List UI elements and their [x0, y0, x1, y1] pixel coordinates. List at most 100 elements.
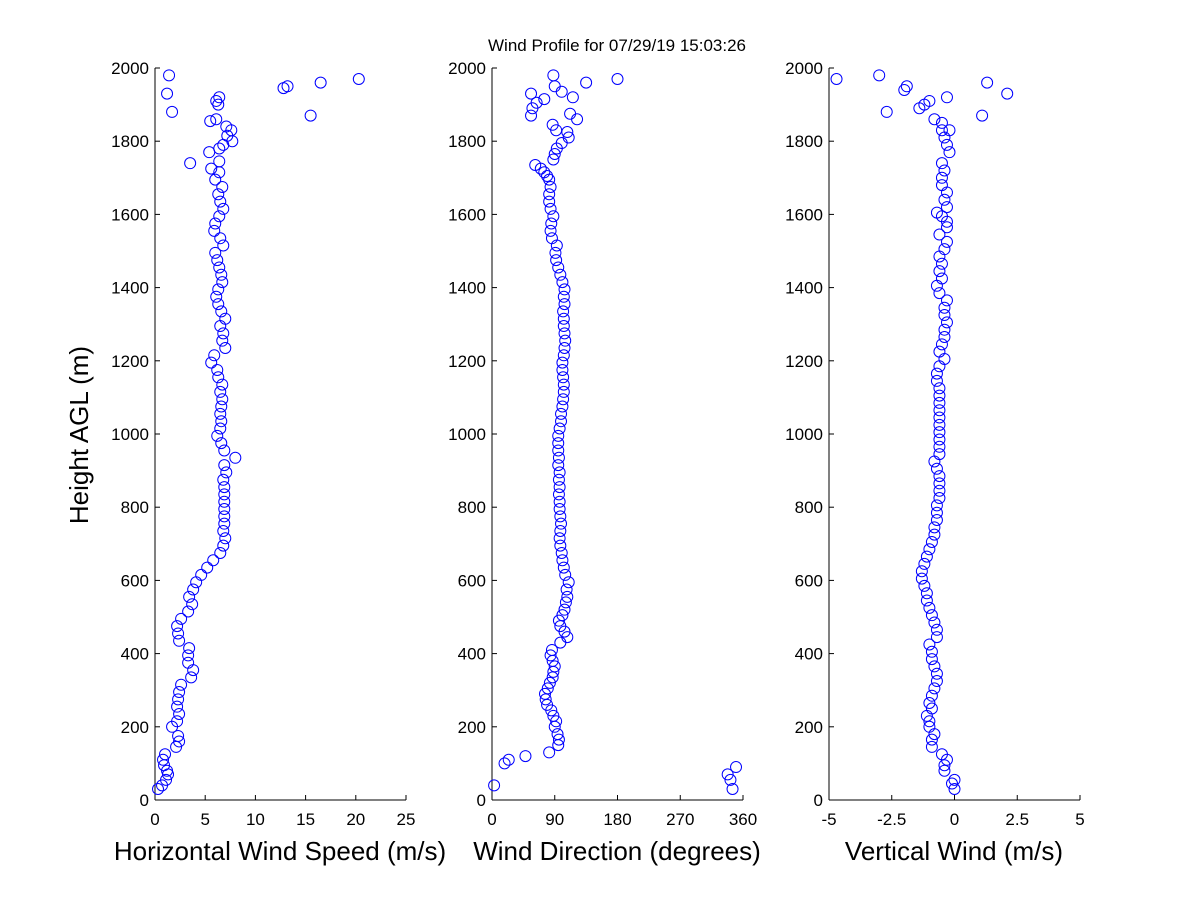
data-point	[172, 627, 185, 640]
chart-title: Wind Profile for 07/29/19 15:03:26	[488, 36, 746, 55]
x-axis-label-wind-speed: Horizontal Wind Speed (m/s)	[114, 836, 446, 866]
data-point	[933, 250, 946, 263]
data-point	[554, 510, 567, 523]
data-point	[352, 72, 365, 85]
data-point	[918, 557, 931, 570]
data-point	[211, 429, 224, 442]
data-point	[214, 546, 227, 559]
data-point	[923, 601, 936, 614]
data-point	[212, 371, 225, 384]
y-tick-label: 1800	[785, 132, 823, 151]
data-point	[554, 539, 567, 552]
data-point	[217, 539, 230, 552]
data-point	[933, 360, 946, 373]
data-point	[544, 649, 557, 662]
data-point	[554, 268, 567, 281]
data-point	[538, 93, 551, 106]
data-point	[213, 155, 226, 168]
data-point	[166, 105, 179, 118]
data-point	[215, 305, 228, 318]
data-point	[218, 517, 231, 530]
y-tick-label: 1600	[111, 205, 149, 224]
data-point	[545, 232, 558, 245]
data-point	[935, 257, 948, 270]
data-point	[873, 69, 886, 82]
data-point	[218, 459, 231, 472]
data-point	[214, 407, 227, 420]
data-point	[172, 729, 185, 742]
data-point	[172, 693, 185, 706]
data-point	[920, 550, 933, 563]
data-point	[214, 422, 227, 435]
y-tick-label: 600	[121, 571, 149, 590]
data-point	[925, 653, 938, 666]
data-point	[1001, 87, 1014, 100]
data-point	[544, 180, 557, 193]
data-point	[925, 740, 938, 753]
data-point	[550, 715, 563, 728]
data-point	[553, 481, 566, 494]
data-point	[529, 158, 542, 171]
data-point	[552, 733, 565, 746]
data-point	[213, 91, 226, 104]
data-point	[550, 254, 563, 267]
data-point	[229, 451, 242, 464]
data-point	[933, 440, 946, 453]
y-tick-label: 600	[458, 571, 486, 590]
panel-horizontal-wind-speed: Horizontal Wind Speed (m/s) 020040060080…	[111, 59, 446, 866]
data-point	[938, 309, 951, 322]
data-point	[215, 400, 228, 413]
x-tick-label: 0	[950, 810, 959, 829]
data-point	[159, 748, 172, 761]
data-point	[923, 697, 936, 710]
y-tick-label: 1600	[448, 205, 486, 224]
y-tick-label: 2000	[785, 59, 823, 78]
data-point	[938, 323, 951, 336]
data-point	[925, 702, 938, 715]
data-point	[557, 393, 570, 406]
data-point	[938, 764, 951, 777]
data-point	[928, 521, 941, 534]
y-tick-label: 2000	[111, 59, 149, 78]
data-point	[214, 385, 227, 398]
data-point	[548, 660, 561, 673]
data-point	[933, 396, 946, 409]
data-point	[208, 349, 221, 362]
x-axis-label-vertical-wind: Vertical Wind (m/s)	[845, 836, 1063, 866]
data-point	[203, 146, 216, 159]
data-point	[556, 276, 569, 289]
data-point	[930, 367, 943, 380]
data-point	[553, 495, 566, 508]
data-point	[173, 707, 186, 720]
data-point	[928, 455, 941, 468]
data-point	[923, 638, 936, 651]
data-point	[554, 524, 567, 537]
data-point	[721, 768, 734, 781]
data-point	[216, 378, 229, 391]
data-point	[555, 415, 568, 428]
y-tick-label: 400	[458, 645, 486, 664]
y-tick-label: 200	[458, 718, 486, 737]
data-point	[930, 506, 943, 519]
data-point	[214, 320, 227, 333]
x-tick-label: 20	[346, 810, 365, 829]
x-tick-label: 180	[603, 810, 631, 829]
data-point	[554, 636, 567, 649]
data-point	[930, 667, 943, 680]
data-point	[538, 687, 551, 700]
data-point	[214, 232, 227, 245]
data-point	[562, 131, 575, 144]
data-point	[217, 202, 230, 215]
data-point	[556, 554, 569, 567]
data-point	[938, 193, 951, 206]
data-point	[900, 80, 913, 93]
data-point	[543, 746, 556, 759]
y-tick-label: 1000	[111, 425, 149, 444]
data-point	[205, 162, 218, 175]
data-point	[213, 261, 226, 274]
data-point	[544, 224, 557, 237]
data-point	[935, 338, 948, 351]
data-point	[938, 301, 951, 314]
data-point	[938, 131, 951, 144]
data-point	[210, 94, 223, 107]
